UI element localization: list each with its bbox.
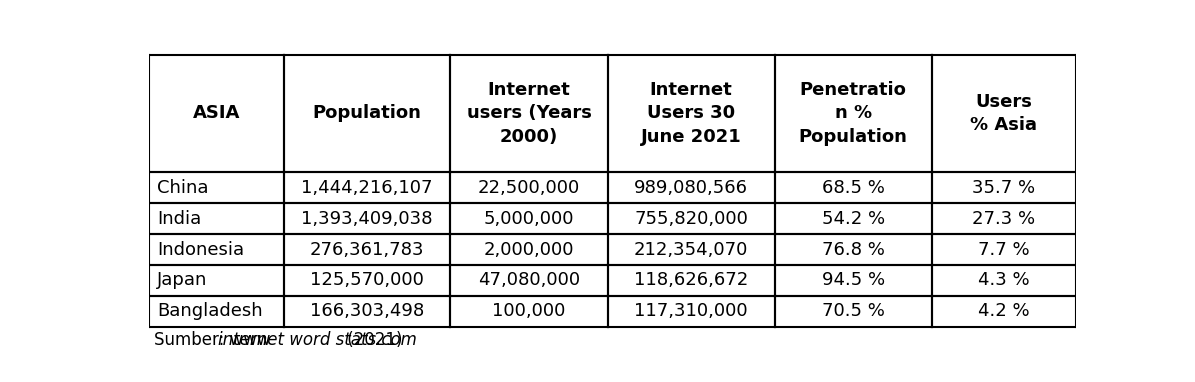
Bar bbox=[451, 296, 608, 327]
Bar bbox=[932, 203, 1076, 234]
Bar bbox=[283, 172, 451, 203]
Bar bbox=[451, 55, 608, 172]
Bar bbox=[451, 172, 608, 203]
Bar bbox=[932, 234, 1076, 265]
Text: 7.7 %: 7.7 % bbox=[978, 241, 1030, 259]
Text: 212,354,070: 212,354,070 bbox=[635, 241, 748, 259]
Bar bbox=[283, 234, 451, 265]
Text: Internet
users (Years
2000): Internet users (Years 2000) bbox=[467, 81, 592, 146]
Text: 22,500,000: 22,500,000 bbox=[478, 179, 581, 197]
Text: 1,444,216,107: 1,444,216,107 bbox=[301, 179, 433, 197]
Text: Sumber: www: Sumber: www bbox=[154, 331, 276, 349]
Bar bbox=[932, 172, 1076, 203]
Bar bbox=[149, 172, 283, 203]
Text: internet word stats.com: internet word stats.com bbox=[219, 331, 417, 349]
Bar bbox=[774, 234, 932, 265]
Bar bbox=[149, 265, 283, 296]
Text: Penetratio
n %
Population: Penetratio n % Population bbox=[798, 81, 908, 146]
Text: 70.5 %: 70.5 % bbox=[822, 302, 884, 320]
Text: 4.3 %: 4.3 % bbox=[978, 272, 1030, 290]
Bar bbox=[932, 296, 1076, 327]
Bar bbox=[149, 55, 283, 172]
Bar bbox=[451, 265, 608, 296]
Text: 166,303,498: 166,303,498 bbox=[310, 302, 424, 320]
Text: (2021): (2021) bbox=[342, 331, 403, 349]
Text: 76.8 %: 76.8 % bbox=[822, 241, 884, 259]
Text: 1,393,409,038: 1,393,409,038 bbox=[301, 210, 433, 228]
Text: 755,820,000: 755,820,000 bbox=[635, 210, 748, 228]
Bar bbox=[774, 296, 932, 327]
Text: Users
% Asia: Users % Asia bbox=[970, 93, 1037, 134]
Bar bbox=[283, 55, 451, 172]
Bar bbox=[932, 265, 1076, 296]
Bar bbox=[451, 234, 608, 265]
Bar bbox=[283, 265, 451, 296]
Bar bbox=[608, 265, 774, 296]
Text: 989,080,566: 989,080,566 bbox=[635, 179, 748, 197]
Text: India: India bbox=[157, 210, 201, 228]
Text: 5,000,000: 5,000,000 bbox=[484, 210, 575, 228]
Bar bbox=[149, 234, 283, 265]
Bar bbox=[774, 265, 932, 296]
Text: Indonesia: Indonesia bbox=[157, 241, 244, 259]
Text: 125,570,000: 125,570,000 bbox=[310, 272, 424, 290]
Text: 276,361,783: 276,361,783 bbox=[310, 241, 424, 259]
Text: 54.2 %: 54.2 % bbox=[822, 210, 884, 228]
Bar bbox=[774, 55, 932, 172]
Bar bbox=[149, 203, 283, 234]
Bar bbox=[283, 203, 451, 234]
Text: Internet
Users 30
June 2021: Internet Users 30 June 2021 bbox=[641, 81, 742, 146]
Bar bbox=[283, 296, 451, 327]
Text: 4.2 %: 4.2 % bbox=[978, 302, 1030, 320]
Bar bbox=[149, 296, 283, 327]
Text: 100,000: 100,000 bbox=[492, 302, 565, 320]
Text: 117,310,000: 117,310,000 bbox=[635, 302, 748, 320]
Bar bbox=[774, 203, 932, 234]
Text: Population: Population bbox=[313, 105, 422, 123]
Text: ASIA: ASIA bbox=[192, 105, 240, 123]
Text: 47,080,000: 47,080,000 bbox=[478, 272, 580, 290]
Text: 118,626,672: 118,626,672 bbox=[635, 272, 748, 290]
Bar bbox=[774, 172, 932, 203]
Text: Japan: Japan bbox=[157, 272, 207, 290]
Text: China: China bbox=[157, 179, 208, 197]
Text: 94.5 %: 94.5 % bbox=[822, 272, 884, 290]
Text: 35.7 %: 35.7 % bbox=[973, 179, 1035, 197]
Bar bbox=[608, 296, 774, 327]
Bar bbox=[608, 234, 774, 265]
Text: 2,000,000: 2,000,000 bbox=[484, 241, 575, 259]
Text: 27.3 %: 27.3 % bbox=[973, 210, 1035, 228]
Bar bbox=[451, 203, 608, 234]
Bar bbox=[608, 172, 774, 203]
Text: 68.5 %: 68.5 % bbox=[822, 179, 884, 197]
Bar bbox=[932, 55, 1076, 172]
Text: Bangladesh: Bangladesh bbox=[157, 302, 263, 320]
Bar bbox=[608, 55, 774, 172]
Bar bbox=[608, 203, 774, 234]
